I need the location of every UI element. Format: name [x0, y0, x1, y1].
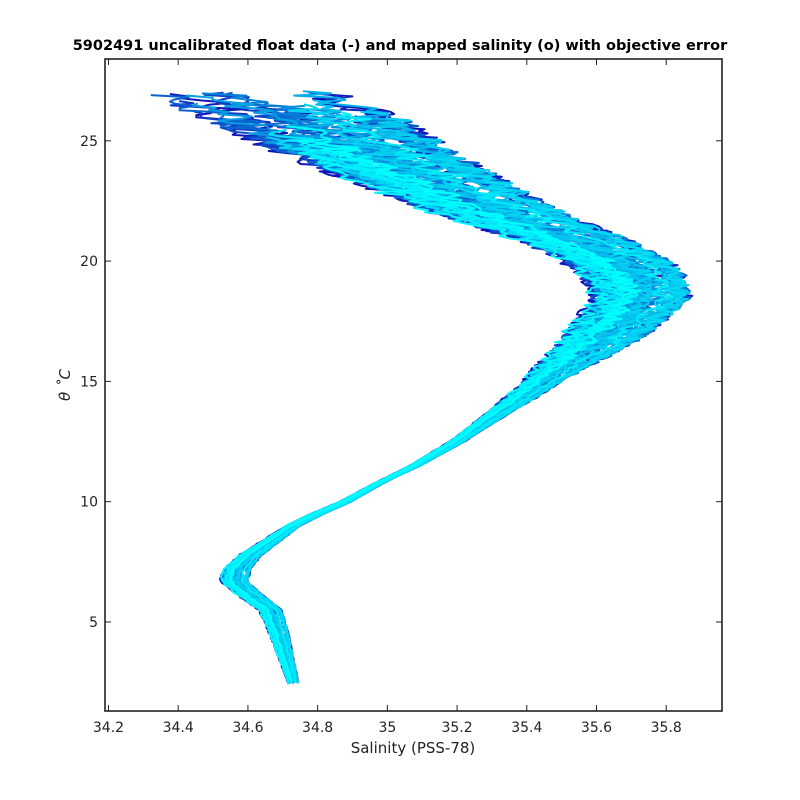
x-tick-label: 35	[378, 720, 396, 736]
x-tick-label: 35.6	[581, 720, 612, 736]
x-tick-label: 35.8	[651, 720, 682, 736]
x-tick-label: 35.2	[441, 720, 472, 736]
x-tick-label: 34.4	[163, 720, 194, 736]
y-tick-label: 15	[80, 374, 98, 390]
chart-title: 5902491 uncalibrated float data (-) and …	[73, 38, 728, 54]
x-tick-label: 34.2	[93, 720, 124, 736]
x-axis-label: Salinity (PSS-78)	[351, 739, 476, 757]
x-tick-label: 34.8	[302, 720, 333, 736]
y-tick-label: 10	[80, 495, 98, 511]
y-tick-label: 20	[80, 254, 98, 270]
x-tick-label: 35.4	[511, 720, 542, 736]
x-tick-label: 34.6	[232, 720, 263, 736]
y-axis-label: θ ˚C	[56, 369, 74, 401]
y-tick-label: 5	[89, 615, 98, 631]
y-tick-label: 25	[80, 134, 98, 150]
